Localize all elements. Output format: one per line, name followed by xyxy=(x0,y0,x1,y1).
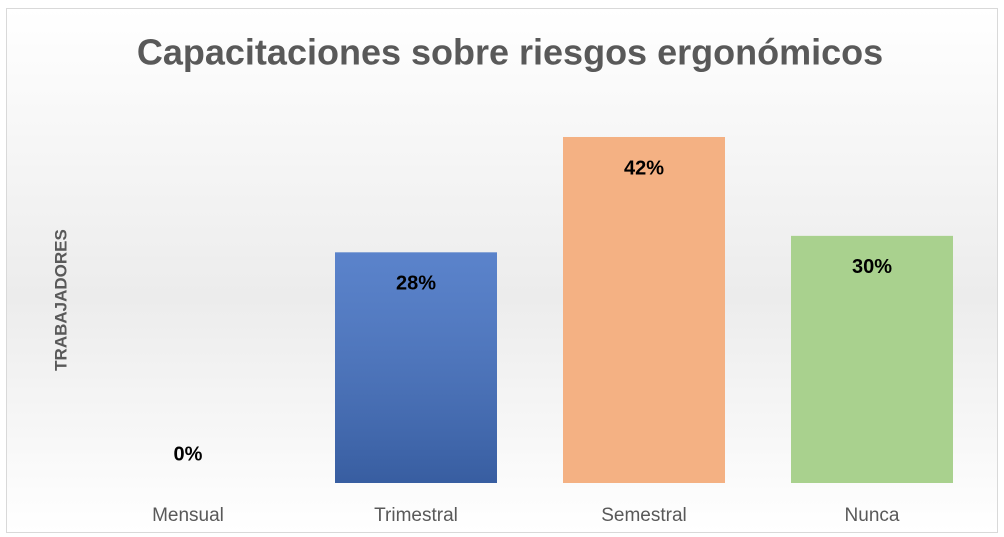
value-label: 0% xyxy=(174,443,203,465)
y-axis-label: TRABAJADORES xyxy=(51,229,70,371)
value-label: 42% xyxy=(624,157,664,179)
bar xyxy=(791,235,953,483)
bar-shade xyxy=(335,252,497,483)
chart-title: Capacitaciones sobre riesgos ergonómicos xyxy=(137,32,883,73)
value-label: 30% xyxy=(852,256,892,278)
bar xyxy=(563,137,725,483)
x-tick-label: Mensual xyxy=(152,505,224,526)
x-tick-label: Nunca xyxy=(845,505,900,526)
value-label: 28% xyxy=(396,273,436,295)
x-tick-label: Trimestral xyxy=(374,505,458,526)
x-tick-label: Semestral xyxy=(601,505,687,526)
